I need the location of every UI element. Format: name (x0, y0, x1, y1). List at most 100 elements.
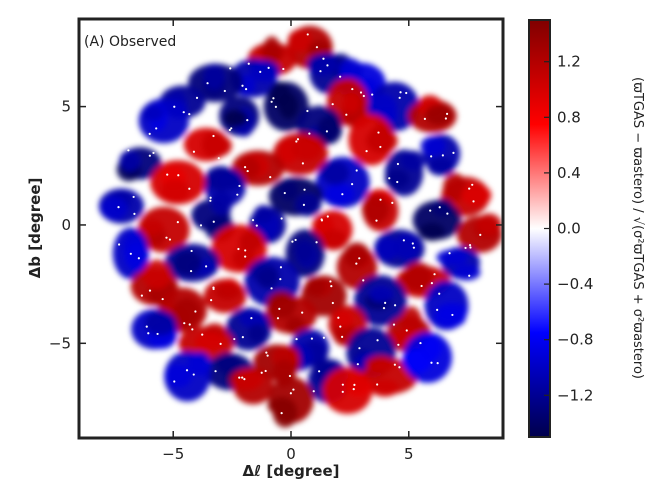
star-point (295, 140, 298, 143)
heatmap-blob (100, 196, 128, 220)
star-point (189, 269, 193, 273)
star-point (194, 310, 197, 313)
star-point (446, 212, 449, 215)
heatmap-blob (361, 194, 390, 224)
star-point (243, 378, 246, 381)
star-point (280, 217, 283, 220)
star-point (441, 154, 444, 157)
star-point (137, 257, 140, 260)
star-point (339, 75, 342, 78)
colorbar-tick-label: −0.8 (557, 331, 593, 349)
heatmap-blob (164, 364, 192, 388)
star-point (331, 301, 334, 305)
y-tick-label: −5 (49, 334, 71, 352)
star-point (388, 177, 391, 180)
star-point (337, 316, 340, 319)
star-point (452, 151, 455, 154)
colorbar-label: (ϖTGAS − ϖastero) / √(σ²ϖTGAS + σ²ϖaster… (630, 77, 645, 379)
star-point (212, 287, 215, 291)
star-points (117, 33, 482, 415)
star-point (192, 373, 195, 376)
heatmap-blobs (98, 25, 503, 428)
star-point (355, 169, 358, 172)
star-point (341, 390, 344, 393)
heatmap-blob (223, 109, 248, 127)
heatmap-blob (294, 238, 314, 262)
star-point (280, 412, 283, 415)
star-point (238, 376, 241, 379)
star-point (429, 209, 432, 212)
heatmap-blob (262, 36, 282, 66)
star-point (191, 328, 194, 331)
star-point (397, 343, 400, 346)
colorbar-tick-label: 0.8 (557, 108, 581, 126)
star-point (279, 266, 283, 269)
star-point (377, 131, 380, 134)
heatmap-blob (400, 150, 426, 171)
heatmap-blob (431, 198, 454, 217)
heatmap-blob (141, 104, 164, 121)
star-point (322, 57, 325, 60)
heatmap-blob (325, 183, 355, 205)
heatmap-blob (142, 259, 172, 290)
y-tick-label: 0 (61, 216, 71, 234)
heatmap-blob (401, 265, 430, 290)
star-point (288, 374, 292, 378)
star-point (243, 165, 247, 169)
colorbar-tick-label: 0.4 (557, 164, 581, 182)
star-point (244, 88, 248, 91)
x-axis-label: Δℓ [degree] (242, 462, 339, 480)
star-point (356, 363, 359, 366)
star-point (148, 289, 152, 292)
star-point (315, 241, 318, 244)
star-point (398, 366, 401, 369)
star-point (168, 238, 172, 241)
y-axis-ticks: −5 0 5 (49, 98, 503, 352)
star-point (251, 219, 255, 222)
heatmap-blob (232, 247, 257, 269)
star-point (132, 195, 135, 199)
star-point (479, 233, 482, 236)
star-point (438, 206, 441, 209)
heatmap-blob (427, 157, 455, 176)
heatmap-blob (160, 179, 190, 203)
heatmap-blob (249, 60, 280, 83)
star-point (246, 169, 249, 173)
star-point (362, 94, 365, 98)
star-point (250, 317, 253, 320)
star-point (351, 183, 354, 186)
star-point (412, 246, 416, 249)
star-point (420, 284, 423, 288)
star-point (238, 184, 241, 188)
heatmap-blob (270, 81, 291, 108)
y-tick-label: 5 (61, 98, 71, 116)
star-point (278, 307, 281, 311)
heatmap-blob (418, 222, 445, 241)
star-point (274, 105, 277, 108)
star-point (236, 193, 239, 196)
star-point (192, 150, 196, 153)
star-point (393, 363, 396, 366)
star-point (230, 127, 233, 130)
heatmap-blob (201, 130, 226, 159)
star-point (270, 100, 273, 103)
star-point (352, 387, 355, 391)
star-point (438, 292, 441, 295)
star-point (341, 193, 344, 196)
star-point (301, 311, 304, 314)
star-point (353, 383, 356, 386)
star-point (379, 145, 382, 149)
heatmap-blob (247, 324, 266, 343)
heatmap-blob (253, 205, 274, 224)
star-point (185, 369, 189, 372)
star-point (448, 252, 451, 255)
star-point (117, 206, 120, 209)
star-point (384, 301, 387, 304)
star-point (129, 252, 132, 255)
colorbar-tick-label: −0.4 (557, 275, 593, 293)
star-point (148, 154, 151, 157)
star-point (303, 188, 306, 191)
star-point (210, 299, 213, 302)
star-point (345, 113, 348, 116)
